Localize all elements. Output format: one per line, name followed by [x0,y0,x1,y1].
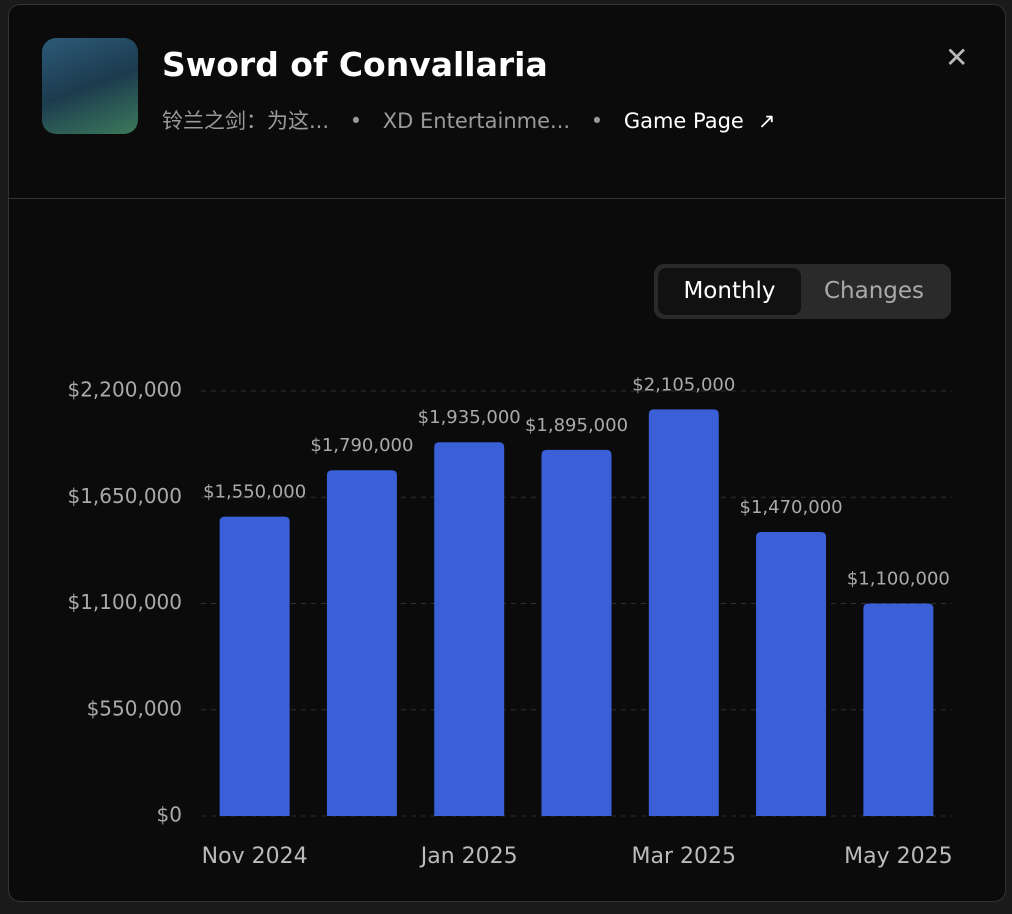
game-page-link[interactable]: Game Page [623,109,744,133]
tab[interactable]: Changes [823,278,925,304]
y-tick-label: $1,650,000 [67,484,182,508]
value-label: $1,100,000 [847,569,950,590]
close-button[interactable]: ✕ [945,41,969,74]
bar [219,516,290,816]
value-label: $1,790,000 [310,435,413,456]
bar [541,449,612,816]
external-icon: ↗ [757,109,776,133]
value-label: $1,935,000 [418,407,521,428]
chart: $0 $550,000 $1,100,000 $1,650,000 $2,200,000… [67,374,952,869]
y-tick-label: $550,000 [87,696,182,720]
game-title: Sword of Convallaria [162,45,548,84]
toggle: Monthly Changes [654,264,951,319]
x-tick-label: Nov 2024 [202,844,308,869]
x-tick-label: Mar 2025 [632,844,737,869]
separator: • [349,109,363,133]
value-label: $1,550,000 [203,482,306,503]
subtitle: 铃兰之剑：为这... • XD Entertainme... • Game Pa… [162,105,789,135]
y-tick-label: $1,100,000 [67,590,182,614]
alt-name: 铃兰之剑：为这... [162,109,330,133]
y-tick-label: $0 [157,803,182,827]
bar [863,603,934,816]
y-tick-label: $2,200,000 [67,378,182,402]
divider [9,198,1005,199]
value-label: $1,470,000 [740,497,843,518]
publisher: XD Entertainme... [382,109,571,133]
x-tick-label: Jan 2025 [419,844,518,869]
tab[interactable]: Monthly [658,268,801,315]
bar [648,409,719,816]
value-label: $2,105,000 [632,374,735,395]
value-label: $1,895,000 [525,415,628,436]
separator: • [590,109,604,133]
bar [434,442,505,816]
x-tick-label: May 2025 [844,844,952,869]
modal: Sword of Convallaria 铃兰之剑：为这... • XD Ent… [8,4,1006,902]
bar [756,532,827,816]
game-icon [42,38,138,134]
bar [326,470,397,816]
